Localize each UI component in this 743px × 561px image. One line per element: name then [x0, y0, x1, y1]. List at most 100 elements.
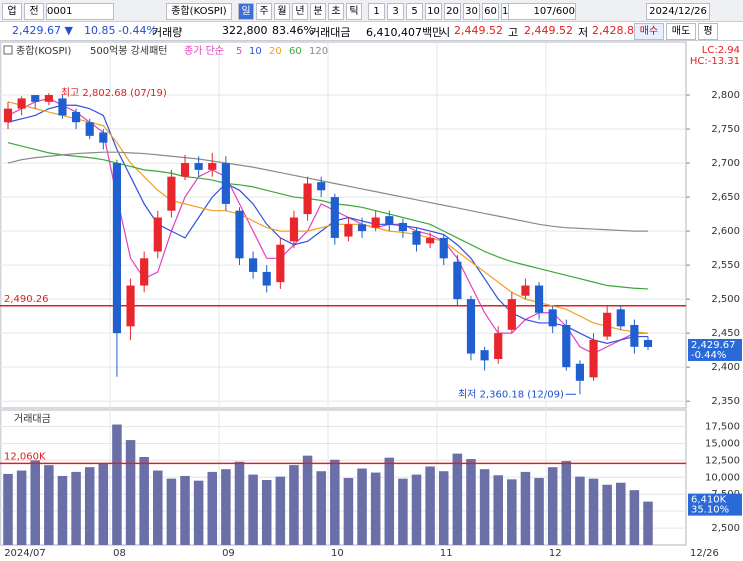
high: 2,449.52 [524, 24, 573, 37]
code[interactable]: 0001 [46, 3, 114, 20]
candle-body [235, 210, 244, 259]
count: 107/600 [508, 3, 576, 20]
candle-body [85, 122, 94, 136]
current-change: -0.44% [691, 350, 726, 361]
bar [452, 453, 463, 545]
bar [588, 478, 599, 545]
x-tick-label: 10 [331, 548, 344, 559]
candle-body [371, 217, 380, 228]
low-label: 저 [578, 26, 589, 39]
interval-button[interactable]: 1 [368, 3, 385, 20]
bar [180, 475, 190, 545]
info-bar: 2,429.67 ▼ 10.85 -0.44% 거래량 322,800 83.4… [0, 22, 743, 41]
bar [16, 470, 27, 545]
candle-body [643, 339, 653, 347]
buy-button[interactable]: 매수 [634, 23, 664, 40]
scope[interactable]: 전 [24, 3, 44, 20]
bar [125, 440, 136, 545]
y-tick-label: 2,350 [711, 396, 740, 407]
candle-body [180, 163, 190, 177]
bar [98, 463, 109, 545]
bar [57, 475, 68, 545]
price: 2,429.67 ▼ [12, 24, 73, 37]
candle-body [466, 299, 476, 354]
period-button[interactable]: 일 [238, 3, 254, 20]
candle-body [289, 217, 299, 242]
amount-label: 거래대금 [310, 26, 351, 39]
interval-button[interactable]: 60 [482, 3, 499, 20]
candle-body [317, 182, 326, 191]
candle-body [194, 163, 203, 170]
period-button[interactable]: 분 [310, 3, 326, 20]
period-button[interactable]: 주 [256, 3, 272, 20]
x-tick-label: 09 [222, 548, 235, 559]
y-tick-label: 2,500 [711, 523, 740, 534]
candle-body [31, 95, 40, 102]
bar [234, 461, 245, 545]
y-tick-label: 2,400 [711, 362, 740, 373]
legend-entry: 500억봉 강세패턴 [90, 45, 167, 57]
bar [466, 459, 476, 545]
bar [547, 467, 558, 545]
bar [248, 474, 258, 545]
period-button[interactable]: 초 [328, 3, 344, 20]
period-button[interactable]: 월 [274, 3, 290, 20]
current-box [688, 338, 742, 361]
bar [289, 465, 299, 545]
market-name: 종합(KOSPI) [166, 3, 232, 20]
candle-body [603, 312, 612, 337]
candle-body [426, 237, 435, 244]
interval-button[interactable]: 3 [387, 3, 404, 20]
candle-body [562, 324, 571, 368]
y-tick-label: 2,650 [711, 192, 740, 203]
current-pct: 35.10% [691, 505, 729, 516]
bar [166, 478, 177, 545]
eval-button[interactable]: 평 [698, 23, 718, 40]
change: 10.85 [84, 24, 116, 37]
interval-button[interactable]: 10 [425, 3, 442, 20]
bar [479, 469, 490, 545]
interval-button[interactable]: 5 [406, 3, 423, 20]
x-tick-label: 12 [549, 548, 562, 559]
x-tick-label: 2024/07 [4, 548, 46, 559]
reference-label: 2,490.26 [4, 294, 49, 305]
period-button[interactable]: 년 [292, 3, 308, 20]
bar [425, 466, 435, 545]
candle-body [17, 98, 26, 109]
bar [616, 482, 626, 545]
bar [370, 472, 381, 545]
candle-body [357, 224, 367, 232]
low: 2,428.8 [592, 24, 634, 37]
candle-body [521, 285, 530, 296]
legend-entry: 20 [269, 46, 282, 57]
corner-label: HC:-13.31 [690, 56, 740, 67]
bar [534, 477, 544, 545]
ma-line [7, 151, 648, 232]
legend-entry: 120 [309, 46, 328, 57]
bar [221, 469, 231, 545]
y-tick-label: 2,450 [711, 328, 740, 339]
candle-body [494, 333, 503, 360]
interval-button[interactable]: 20 [444, 3, 461, 20]
bar [398, 478, 408, 545]
sell-button[interactable]: 매도 [666, 23, 696, 40]
candle-body [58, 98, 67, 116]
reference-label: 12,060K [4, 451, 46, 462]
bar [629, 490, 640, 545]
candle-body [480, 350, 489, 361]
candle-body [44, 95, 53, 102]
period-button[interactable]: 틱 [346, 3, 362, 20]
y-tick-label: 2,500 [711, 294, 740, 305]
candle-body [630, 324, 639, 347]
bar [411, 474, 422, 545]
change-pct: -0.44% [118, 24, 157, 37]
bar [602, 484, 612, 545]
bar [438, 471, 449, 545]
bar [384, 457, 395, 545]
mode[interactable]: 업 [2, 3, 22, 20]
interval-button[interactable]: 30 [463, 3, 480, 20]
candle-body [112, 163, 122, 334]
corner-label: LC:2.94 [702, 45, 740, 56]
candle-body [153, 217, 162, 252]
date[interactable]: 2024/12/26 [646, 3, 710, 20]
